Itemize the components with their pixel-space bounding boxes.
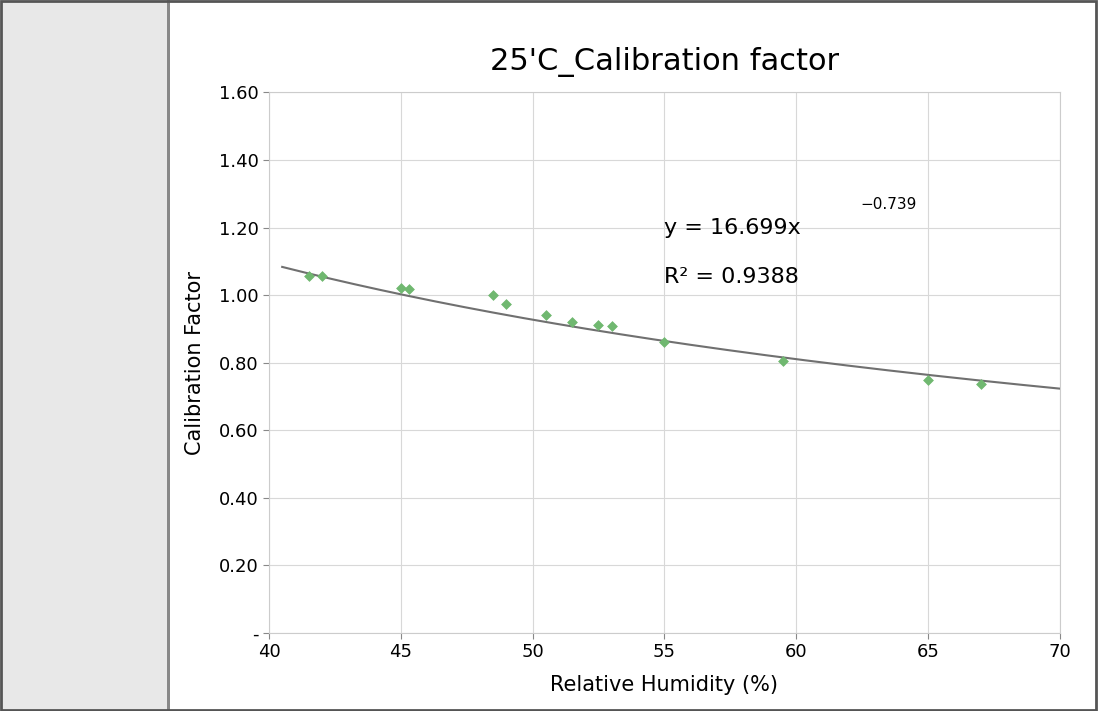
Point bbox=[919, 375, 937, 386]
Point bbox=[300, 271, 317, 282]
Point bbox=[484, 289, 502, 301]
Point bbox=[656, 336, 673, 348]
Text: y = 16.699x: y = 16.699x bbox=[664, 218, 802, 238]
Point bbox=[392, 282, 410, 294]
Text: R² = 0.9388: R² = 0.9388 bbox=[664, 267, 799, 287]
Point bbox=[603, 321, 620, 332]
Point bbox=[590, 320, 607, 331]
Point bbox=[774, 356, 792, 367]
Point bbox=[400, 283, 417, 294]
X-axis label: Relative Humidity (%): Relative Humidity (%) bbox=[550, 675, 778, 695]
Point bbox=[497, 298, 515, 309]
Title: 25'C_Calibration factor: 25'C_Calibration factor bbox=[490, 47, 839, 77]
Y-axis label: Calibration Factor: Calibration Factor bbox=[184, 271, 205, 454]
Point bbox=[972, 378, 989, 389]
Point bbox=[313, 271, 330, 282]
Text: −0.739: −0.739 bbox=[861, 198, 917, 213]
Point bbox=[563, 316, 581, 328]
Point bbox=[537, 310, 554, 321]
